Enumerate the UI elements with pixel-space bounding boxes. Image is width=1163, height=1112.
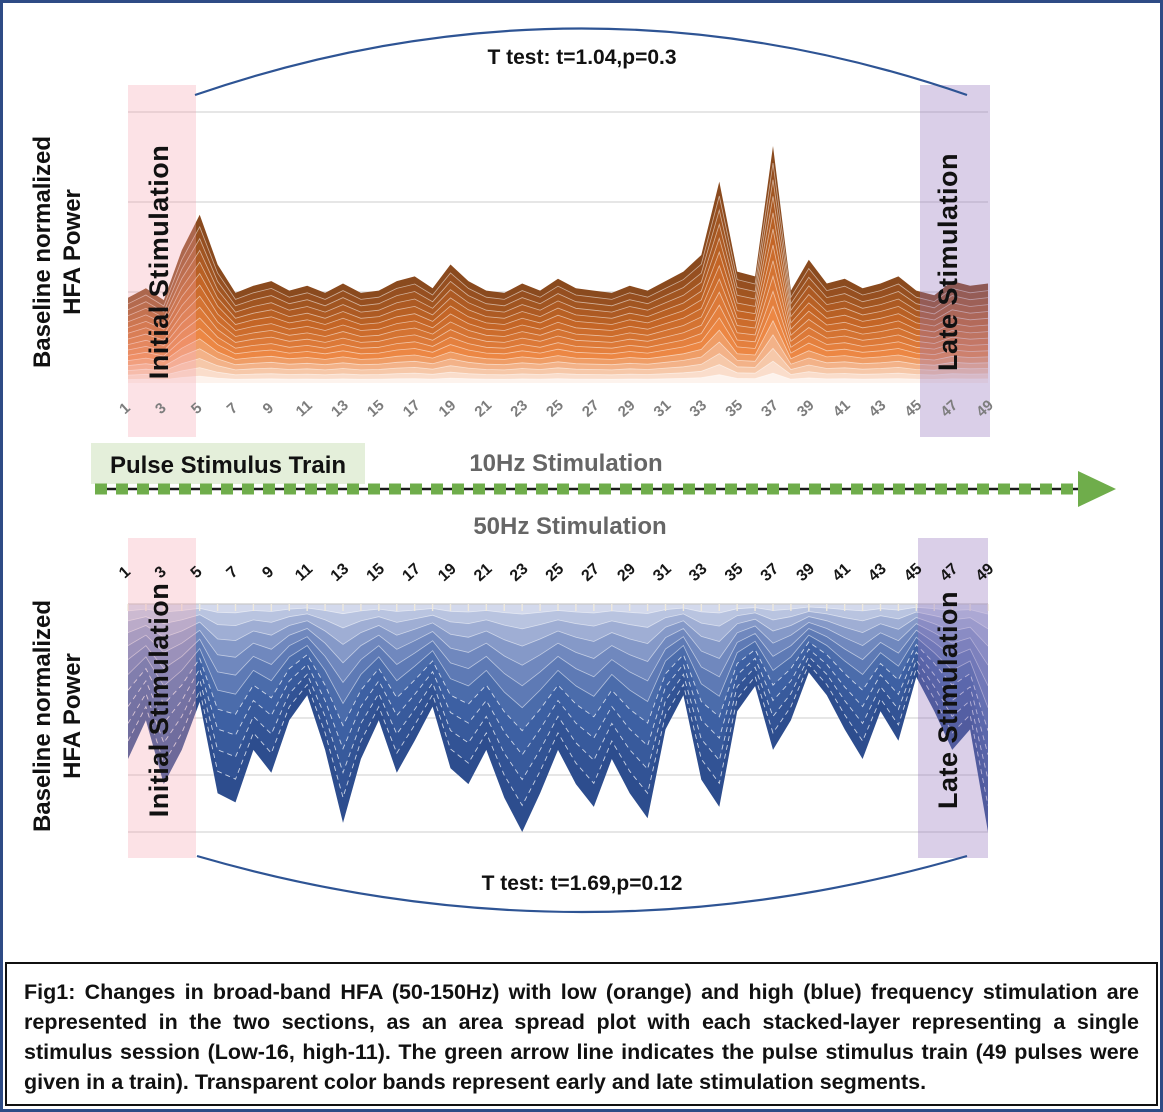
low-freq-layer-boundary [127, 305, 989, 357]
x-tick-label: 27 [578, 560, 603, 585]
x-tick-label: 25 [543, 560, 568, 585]
low-freq-layer-boundary [127, 360, 989, 376]
late-stimulation-band-bottom [918, 538, 988, 858]
x-tick-label: 43 [865, 560, 890, 585]
low-freq-layer-boundary [127, 372, 989, 381]
low-freq-session-layer [128, 373, 988, 383]
x-tick-label: 39 [793, 560, 818, 585]
x-tick-label: 41 [829, 560, 854, 585]
high-freq-x-tick-labels: 1 3 5 7 9 11 13 15 17 19 21 23 25 27 29 31 33 35 37 39 41 43 4… [116, 560, 997, 585]
x-tick-label: 37 [758, 397, 782, 421]
x-tick-label: 23 [507, 560, 532, 585]
low-freq-layer-boundary [127, 228, 989, 330]
x-tick-label: 35 [722, 560, 747, 585]
x-tick-label: 43 [866, 397, 890, 421]
low-freq-layer-boundary [127, 260, 989, 341]
figure-caption: Fig1: Changes in broad-band HFA (50-150H… [24, 980, 1139, 1094]
x-tick-label: 11 [293, 397, 316, 420]
x-tick-label: 21 [471, 397, 495, 421]
high-freq-layer-boundary [127, 648, 989, 756]
x-tick-label: 35 [722, 397, 746, 421]
x-tick-label: 37 [758, 560, 783, 585]
x-tick-label: 25 [543, 397, 567, 421]
initial-stimulation-band-bottom [128, 538, 196, 858]
y-axis-label-top-line1: Baseline normalized [29, 136, 56, 368]
low-freq-layer-boundary [127, 179, 989, 313]
low-freq-layer-boundary [127, 162, 989, 307]
initial-stimulation-band-top [128, 85, 196, 437]
low-freq-layer-boundary [127, 244, 989, 336]
x-tick-label: 29 [614, 560, 639, 585]
low-freq-layer-boundary [127, 290, 989, 352]
x-tick-label: 15 [364, 397, 388, 421]
x-tick-label: 9 [260, 400, 278, 418]
pulse-train-label: Pulse Stimulus Train [110, 452, 346, 479]
x-tick-label: 17 [399, 560, 424, 585]
late-stimulation-band-top [920, 85, 990, 437]
x-tick-label: 19 [435, 560, 460, 585]
ttest-arc-top [194, 27, 968, 97]
high-freq-area-layers [127, 604, 989, 832]
x-tick-label: 17 [400, 397, 424, 421]
high-freq-layer-boundary [127, 611, 989, 630]
x-tick-label: 11 [292, 561, 316, 585]
low-freq-layer-boundary [127, 274, 989, 347]
x-tick-label: 31 [650, 560, 675, 585]
high-freq-layer-boundary [127, 663, 989, 807]
late-stimulation-label-bottom: Late Stimulation [933, 591, 963, 809]
high-freq-layer-boundary [127, 634, 989, 709]
caption-box: Fig1: Changes in broad-band HFA (50-150H… [5, 962, 1158, 1106]
initial-stimulation-label-top: Initial Stimulation [144, 145, 174, 380]
x-tick-label: 33 [686, 560, 711, 585]
low-freq-layer-boundary [127, 334, 989, 367]
low-freq-layer-boundary [127, 319, 989, 362]
chart-title-50hz: 50Hz Stimulation [473, 513, 666, 540]
x-tick-label: 15 [363, 560, 388, 585]
low-freq-layer-boundary [127, 196, 989, 319]
x-tick-label: 31 [651, 397, 675, 421]
low-freq-x-tick-labels: 1 3 5 7 9 11 13 15 17 19 21 23 25 27 29 31 33 35 37 39 41 43 4… [116, 397, 997, 421]
high-freq-layer-boundary [127, 641, 989, 732]
x-tick-label: 7 [223, 563, 241, 582]
ttest-annotation-bottom: T test: t=1.69,p=0.12 [482, 872, 683, 895]
ttest-annotation-top: T test: t=1.04,p=0.3 [487, 46, 676, 69]
y-axis-label-bottom-line1: Baseline normalized [29, 600, 56, 832]
late-stimulation-label-top: Late Stimulation [933, 153, 963, 371]
x-tick-label: 13 [328, 397, 352, 421]
pulse-train-box [91, 443, 365, 484]
low-freq-area-layers [127, 146, 989, 383]
low-freq-layer-boundary [127, 347, 989, 372]
pulse-train-arrowhead-icon [1078, 471, 1116, 507]
x-tick-label: 23 [507, 397, 531, 421]
high-freq-axis-ticks [127, 603, 989, 611]
high-freq-layer-boundary [127, 621, 989, 666]
high-freq-layer-boundary [127, 616, 989, 647]
x-tick-label: 19 [436, 397, 460, 421]
x-tick-label: 7 [224, 400, 242, 418]
initial-stimulation-label-bottom: Initial Stimulation [144, 583, 174, 818]
x-tick-label: 13 [328, 560, 353, 585]
low-freq-layer-boundary [127, 212, 989, 324]
x-tick-label: 33 [686, 397, 710, 421]
y-axis-label-top-line2: HFA Power [59, 189, 86, 315]
high-freq-layer-boundary [127, 655, 989, 781]
x-tick-label: 9 [259, 563, 277, 582]
x-tick-label: 29 [615, 397, 639, 421]
x-tick-label: 27 [579, 397, 603, 421]
chart-title-10hz: 10Hz Stimulation [469, 450, 662, 477]
x-tick-label: 21 [471, 560, 496, 585]
ttest-arc-bottom [196, 854, 968, 914]
high-freq-layer-boundary [127, 628, 989, 687]
y-axis-label-bottom-line2: HFA Power [59, 653, 86, 779]
x-tick-label: 39 [794, 397, 818, 421]
x-tick-label: 41 [830, 397, 854, 421]
